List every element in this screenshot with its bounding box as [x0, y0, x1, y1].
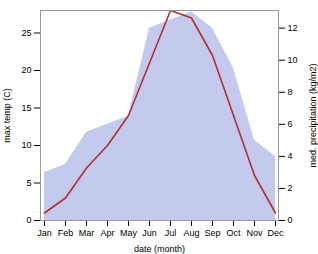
svg-text:Jul: Jul: [165, 228, 177, 238]
svg-text:10: 10: [288, 55, 298, 65]
svg-text:Aug: Aug: [183, 228, 199, 238]
svg-text:Apr: Apr: [100, 228, 114, 238]
svg-text:5: 5: [26, 178, 31, 188]
svg-text:Jun: Jun: [142, 228, 157, 238]
svg-text:10: 10: [21, 140, 31, 150]
svg-text:med. precipitation (kg/m2): med. precipitation (kg/m2): [308, 63, 318, 167]
svg-text:Feb: Feb: [58, 228, 74, 238]
svg-text:max temp (C): max temp (C): [2, 88, 12, 143]
svg-text:6: 6: [288, 119, 293, 129]
svg-text:0: 0: [26, 215, 31, 225]
svg-text:12: 12: [288, 23, 298, 33]
svg-text:May: May: [120, 228, 138, 238]
svg-text:Mar: Mar: [79, 228, 95, 238]
svg-text:15: 15: [21, 103, 31, 113]
svg-text:Dec: Dec: [267, 228, 284, 238]
svg-text:25: 25: [21, 28, 31, 38]
svg-text:2: 2: [288, 183, 293, 193]
svg-text:8: 8: [288, 87, 293, 97]
svg-text:Sep: Sep: [204, 228, 220, 238]
svg-text:Oct: Oct: [226, 228, 241, 238]
svg-text:4: 4: [288, 151, 293, 161]
svg-text:Nov: Nov: [246, 228, 263, 238]
svg-text:20: 20: [21, 65, 31, 75]
svg-text:date (month): date (month): [134, 244, 185, 254]
svg-text:0: 0: [288, 215, 293, 225]
svg-text:Jan: Jan: [37, 228, 52, 238]
